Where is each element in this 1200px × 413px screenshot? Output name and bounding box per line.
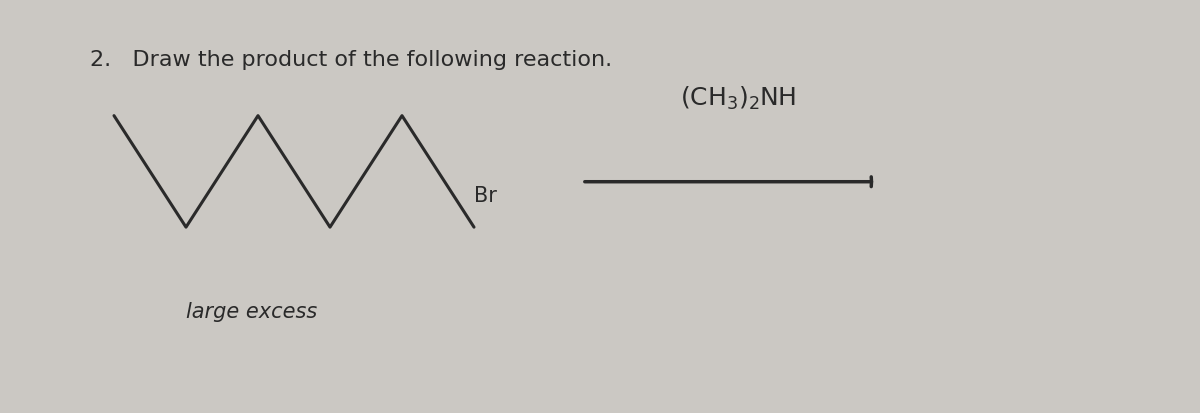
- Text: Br: Br: [474, 187, 497, 206]
- Text: (CH$_3$)$_2$NH: (CH$_3$)$_2$NH: [680, 84, 796, 112]
- Text: 2.   Draw the product of the following reaction.: 2. Draw the product of the following rea…: [90, 50, 612, 69]
- Text: large excess: large excess: [186, 302, 317, 322]
